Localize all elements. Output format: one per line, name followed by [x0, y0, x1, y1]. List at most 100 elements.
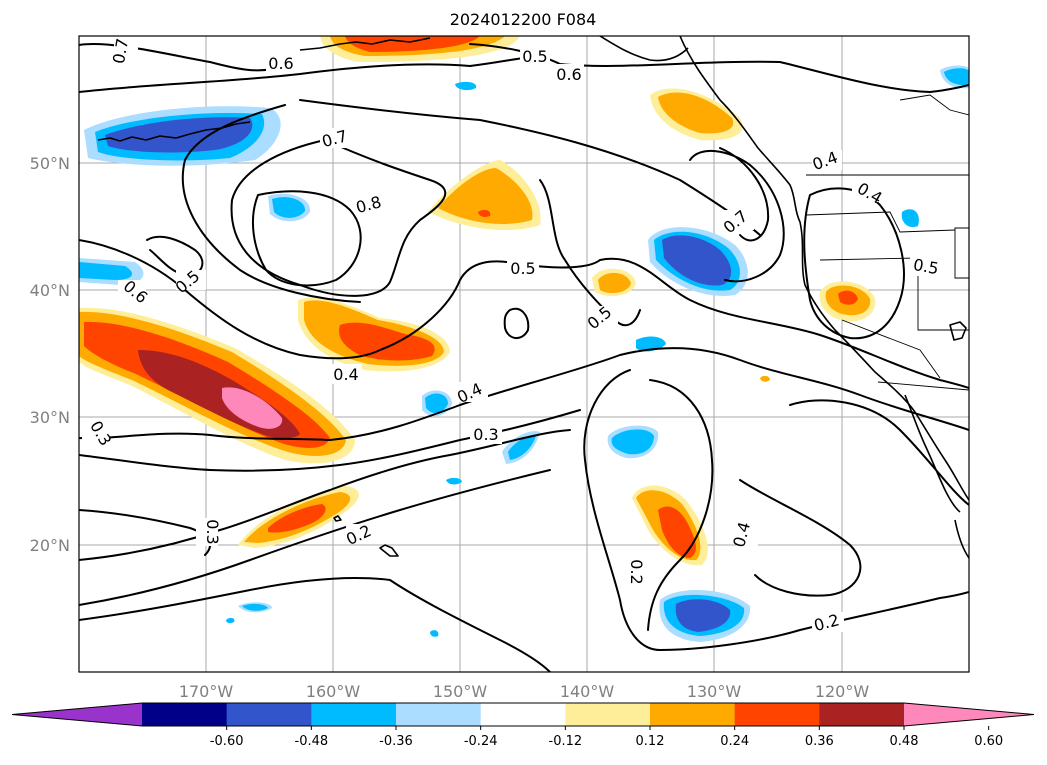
contour-0-5-main [379, 257, 969, 389]
contour-0-5-small [146, 235, 204, 277]
contour-label-2: 0.5 [520, 46, 550, 66]
contour-label-18: 0.3 [196, 518, 222, 546]
fill-blue-151w [425, 393, 448, 413]
aleutian-islands [97, 121, 251, 142]
state-border-idaho [954, 227, 969, 279]
colorbar-tick-label: 0.60 [974, 734, 1003, 749]
fill-tiny-blue-a [446, 477, 462, 485]
colorbar-tick-label: 0.48 [890, 734, 919, 749]
colorbar: -0.60 -0.48 -0.36 -0.24 -0.12 0.12 0.24 0.36 0.4… [11, 702, 1035, 749]
lat-label-30n: 30°N [30, 408, 70, 427]
contour-0-8-inner [251, 190, 362, 287]
contour-0-7-west [181, 104, 361, 303]
contour-0-5-blob [503, 307, 530, 339]
fill-aleutian-core [105, 117, 253, 153]
contour-label-text: 0.5 [510, 259, 535, 278]
bc-alberta-border [899, 94, 969, 116]
colorbar-segment [819, 703, 905, 726]
state-border-ca-nv [819, 257, 969, 331]
gulf-of-alaska-coast [599, 36, 689, 62]
contour-label-text: 0.7 [109, 37, 132, 65]
contour-label-11: 0.5 [172, 266, 206, 297]
colorbar-outline [11, 702, 1035, 727]
contour-label-text: 0.3 [473, 425, 498, 444]
lat-label-40n: 40°N [30, 281, 70, 300]
contour-label-5: 0.8 [354, 192, 386, 217]
hawaii-big-island [379, 544, 399, 557]
contour-0-8 [230, 139, 447, 297]
contour-label-text: 0.4 [333, 365, 358, 384]
filled-anomalies [79, 36, 969, 642]
contour-0-4-ring [803, 187, 905, 340]
fill-orange-147w-core [478, 209, 491, 217]
contour-0-2-west [79, 469, 551, 606]
lon-label-150w: 150°W [433, 682, 488, 701]
contour-0-4-main [79, 347, 969, 441]
fill-west-blue [79, 262, 133, 280]
colorbar-extend-max [904, 703, 1034, 726]
fill-blue-ne [944, 68, 969, 86]
colorbar-segment [396, 703, 482, 726]
contour-lines [79, 43, 969, 672]
colorbar-tick-label: 0.36 [805, 734, 834, 749]
contour-0-4-baja [789, 399, 969, 506]
lon-label-120w: 120°W [815, 682, 870, 701]
fill-tiny-orange [760, 375, 770, 382]
colorbar-tick-label: -0.36 [379, 734, 413, 749]
colorbar-tick-label: 0.12 [636, 734, 665, 749]
fill-tiny-blue-b [226, 617, 235, 624]
contour-0-5-west [79, 239, 381, 360]
colorbar-tick-label: -0.48 [295, 734, 329, 749]
contour-label-14: 0.4 [330, 364, 362, 384]
colorbar-segment [142, 703, 228, 726]
lon-label-160w: 160°W [306, 682, 361, 701]
fill-small-blue-top [455, 81, 477, 91]
contour-label-1: 0.6 [266, 53, 296, 73]
contour-label-0: 0.7 [109, 37, 138, 65]
political-borders [805, 94, 969, 391]
fill-orange-140w [598, 272, 631, 294]
fill-blue-oregon [901, 209, 919, 228]
mexico-coast [954, 519, 969, 559]
fill-orange-160w-core [339, 322, 435, 361]
contour-label-text: 0.5 [912, 255, 940, 278]
fill-blue-143w [508, 435, 536, 460]
hawaii-oahu [333, 515, 342, 522]
lat-label-20n: 20°N [30, 536, 70, 555]
contour-0-6-mid [79, 54, 546, 93]
colorbar-tick-label: -0.12 [549, 734, 583, 749]
contour-label-text: 0.5 [522, 47, 547, 66]
contour-0-4-south [739, 479, 862, 597]
colorbar-extend-min [12, 703, 142, 726]
longitude-labels: 170°W 160°W 150°W 140°W 130°W 120°W [179, 682, 870, 701]
contour-label-4: 0.7 [320, 126, 352, 151]
colorbar-segment [480, 703, 566, 726]
contour-label-text: 0.6 [268, 54, 293, 73]
map-panel: 0.7 0.6 0.5 0.6 0.7 0.8 0.4 0.4 0.7 0.5 … [78, 35, 970, 673]
colorbar-tick-label: 0.24 [720, 734, 749, 749]
contour-label-text: 0.6 [556, 65, 581, 84]
map-title: 2024012200 F084 [450, 10, 597, 29]
contour-label-22: 0.2 [812, 610, 844, 635]
contour-label-8: 0.7 [720, 206, 754, 237]
contour-0-7-ne [719, 147, 770, 242]
baja-california-coast [904, 394, 961, 513]
contour-label-20: 0.2 [620, 556, 646, 588]
fill-orange-132w [658, 92, 734, 134]
colorbar-tick-label: -0.60 [210, 734, 244, 749]
contour-0-6-north [79, 43, 286, 72]
colorbar-segment [311, 703, 397, 726]
fill-blue-170w [272, 197, 306, 218]
contour-0-7-main [299, 99, 761, 236]
contour-label-9: 0.5 [507, 258, 539, 278]
fill-blue-130w-core [662, 235, 732, 286]
map-frame [78, 35, 970, 673]
lon-label-130w: 130°W [687, 682, 742, 701]
colorbar-segment [650, 703, 736, 726]
colorbar-segment [565, 703, 651, 726]
contour-0-5-central [539, 179, 641, 327]
state-border-or-wa [805, 211, 956, 233]
alaska-peninsula [299, 37, 431, 51]
fill-blue-135w [611, 429, 654, 455]
